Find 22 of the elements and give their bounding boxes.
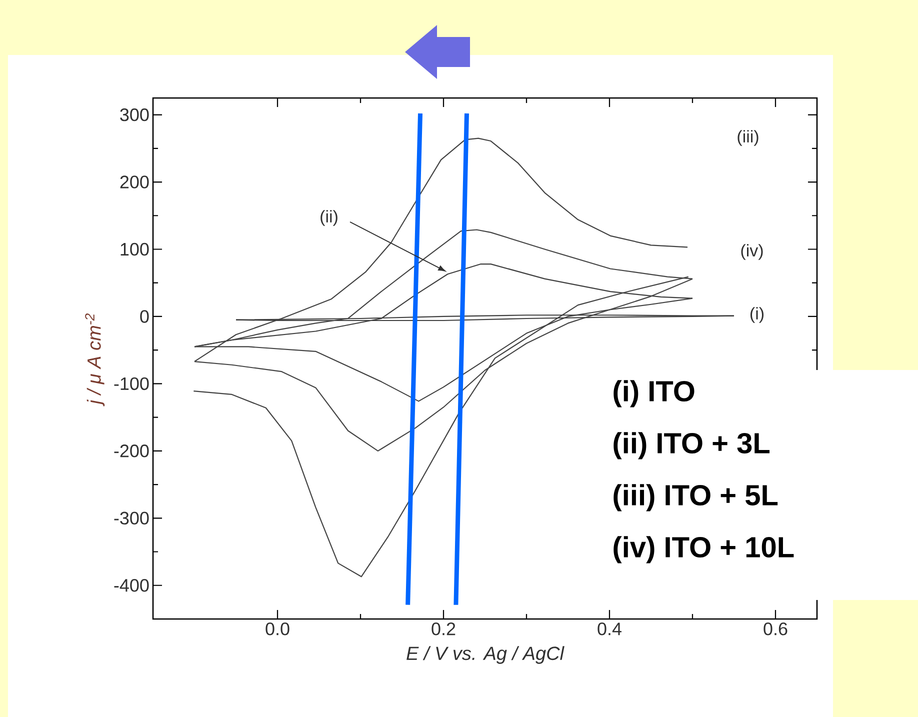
annotation: (iv) ITO + 10L	[614, 536, 794, 564]
annotation: (iii) ITO + 5L	[614, 484, 778, 512]
x-tick-label: 0.4	[598, 622, 622, 636]
y-tick-label: 300	[120, 108, 149, 122]
y-tick-label: 200	[120, 176, 149, 188]
y-tick-label: 0	[140, 310, 149, 323]
x-tick-label: 0.2	[432, 622, 456, 636]
annotation: (ii) ITO + 3L	[614, 432, 770, 460]
y-tick-label: -300	[114, 512, 149, 525]
y-tick-label: -200	[114, 444, 149, 458]
x-axis-title: E / V vs. Ag / AgCl	[406, 646, 564, 664]
y-tick-label: -400	[114, 578, 149, 592]
y-tick-label: 100	[120, 242, 149, 256]
x-tick-label: 0.6	[764, 622, 788, 636]
y-tick-label: -100	[114, 377, 149, 390]
x-tick-label: 0.0	[266, 622, 290, 636]
annotation: (iv)	[741, 244, 763, 260]
annotation: (iii)	[738, 130, 758, 146]
annotation: (ii)	[320, 210, 338, 226]
annotation: (i) ITO	[614, 380, 694, 408]
y-axis-title: j / μ A cm$^{-2}$	[85, 314, 105, 406]
annotation: (i)	[750, 307, 764, 323]
